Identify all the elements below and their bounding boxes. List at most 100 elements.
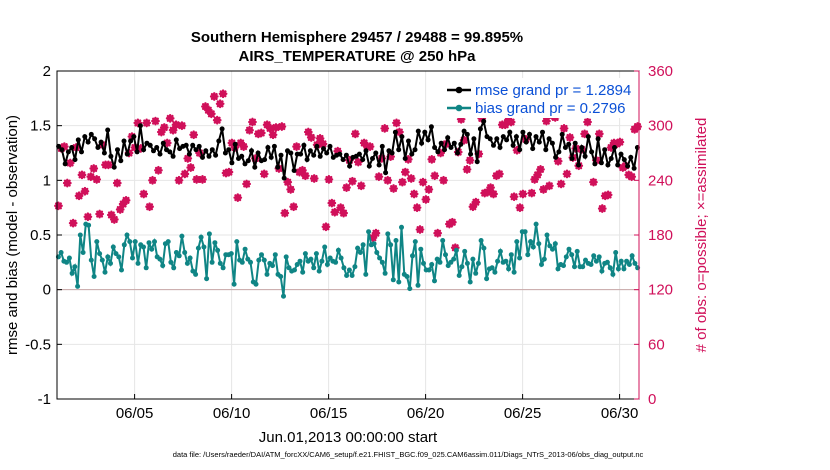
bias-point [278, 274, 284, 279]
bias-point [583, 257, 588, 263]
right-tick-label: 360 [648, 63, 673, 80]
rmse-point [360, 157, 366, 163]
rmse-point [209, 147, 215, 153]
obs-marker [348, 176, 357, 186]
bias-point [173, 250, 179, 255]
rmse-point [154, 145, 160, 150]
bias-point [209, 259, 215, 265]
rmse-point [186, 151, 192, 157]
bias-point [484, 276, 490, 282]
rmse-point [118, 158, 124, 164]
bias-point [588, 262, 594, 267]
bias-point [574, 248, 580, 254]
bias-point [410, 253, 415, 259]
rmse-point [579, 145, 585, 150]
obs-marker [151, 116, 160, 126]
rmse-point [167, 149, 173, 155]
obs-marker [403, 154, 413, 164]
obs-marker [409, 189, 419, 199]
bias-point [201, 244, 207, 250]
bias-point [593, 258, 599, 264]
obs-marker [556, 179, 566, 189]
left-tick-label: 2 [43, 63, 51, 80]
bias-point [198, 234, 204, 240]
rmse-point [347, 163, 353, 169]
obs-marker [168, 125, 178, 135]
bias-point [346, 267, 352, 273]
rmse-point [196, 143, 202, 149]
bias-point [629, 253, 635, 259]
rmse-point [455, 150, 460, 156]
obs-marker [92, 175, 102, 184]
rmse-point [559, 131, 565, 137]
obs-marker [74, 191, 84, 201]
bias-point [149, 246, 155, 252]
rmse-point [487, 136, 493, 142]
obs-marker [427, 154, 437, 164]
obs-marker [395, 127, 404, 137]
rmse-point [585, 134, 591, 140]
rmse-point [435, 149, 441, 155]
bias-point [514, 239, 520, 245]
bias-point [478, 238, 484, 243]
obs-marker [603, 190, 613, 200]
obs-marker [462, 165, 472, 174]
x-ticks: 06/05 06/10 06/15 06/20 06/25 06/30 [116, 394, 638, 422]
rmse-point [504, 137, 510, 143]
rmse-point [115, 147, 120, 153]
rmse-point [105, 127, 111, 133]
bias-point [91, 274, 97, 279]
bias-point [113, 251, 119, 257]
bias-point [539, 262, 544, 267]
obs-marker [300, 171, 310, 181]
left-tick-label: 1.5 [30, 118, 51, 135]
bias-point [256, 257, 262, 263]
obs-marker [392, 118, 401, 128]
rmse-point [245, 158, 251, 164]
rmse-point [471, 136, 477, 142]
bias-point [338, 255, 344, 261]
rmse-point [517, 147, 523, 153]
obs-marker [303, 127, 313, 137]
rmse-point [605, 162, 611, 168]
right-tick-label: 120 [648, 282, 673, 299]
bias-point [108, 260, 113, 266]
rmse-point [137, 123, 143, 129]
obs-marker [459, 135, 469, 145]
bias-point [297, 258, 303, 264]
obs-marker [527, 188, 537, 198]
obs-marker [439, 175, 448, 185]
bias-point [58, 250, 64, 255]
bias-point [357, 250, 363, 255]
obs-marker [298, 165, 307, 175]
rmse-point [507, 129, 513, 135]
bias-point [528, 239, 534, 245]
rmse-point [556, 149, 562, 155]
rmse-point [536, 139, 542, 145]
bias-point [228, 251, 234, 257]
bias-line [57, 222, 639, 297]
rmse-point [458, 141, 464, 147]
bias-point [399, 224, 404, 230]
bias-point [212, 240, 218, 246]
rmse-point [370, 156, 375, 161]
bias-point [239, 259, 245, 265]
bias-point [363, 271, 369, 277]
bias-point [511, 269, 517, 275]
obs-marker [156, 127, 166, 137]
bias-point [110, 244, 116, 250]
rmse-point [327, 143, 333, 149]
rmse-point [108, 153, 114, 159]
bias-point [349, 273, 355, 278]
obs-marker [468, 202, 478, 212]
obs-marker [283, 177, 293, 187]
obs-marker [359, 138, 369, 148]
obs-marker [162, 138, 172, 148]
obs-marker [412, 203, 422, 213]
bias-point [459, 264, 465, 270]
obs-marker [62, 178, 72, 188]
obs-marker [565, 133, 575, 142]
obs-marker [159, 123, 169, 132]
rmse-point [461, 128, 467, 134]
bias-point [615, 266, 621, 272]
